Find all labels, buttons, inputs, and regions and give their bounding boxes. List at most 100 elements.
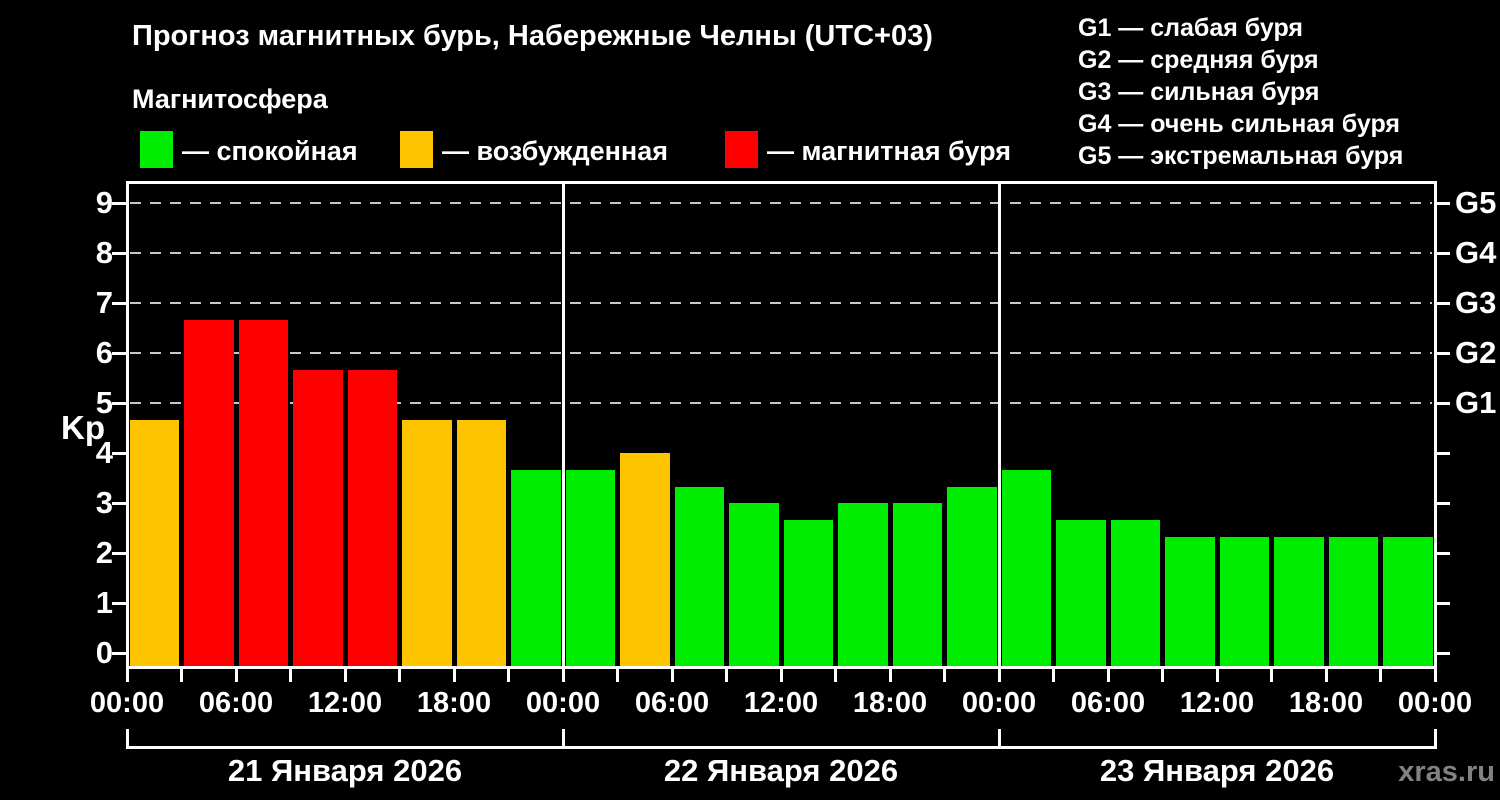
kp-bar: [511, 469, 561, 667]
x-axis-tick: [1270, 668, 1273, 682]
kp-bar: [1328, 536, 1378, 667]
x-axis-tick: [561, 668, 565, 682]
x-axis-tick: [125, 668, 129, 682]
x-axis-tick: [616, 668, 619, 682]
kp-bar: [620, 453, 670, 667]
x-axis-time-label: 12:00: [1179, 687, 1255, 719]
legend-swatch-quiet: [140, 131, 173, 168]
y-axis-tick: [112, 501, 126, 505]
x-axis-tick: [289, 668, 292, 682]
x-axis-time-label: 18:00: [1288, 687, 1364, 719]
right-axis-tick: [1436, 201, 1450, 205]
date-bracket-tick: [561, 729, 565, 749]
right-axis-g-label: G4: [1455, 235, 1497, 270]
right-axis-g-label: G3: [1455, 285, 1497, 320]
x-axis-tick: [1052, 668, 1055, 682]
y-axis-label: 1: [95, 585, 113, 620]
gridline-kp-7: [130, 302, 1432, 304]
x-axis-tick: [180, 668, 183, 682]
watermark: xras.ru: [1398, 756, 1495, 788]
legend-swatch-excited: [400, 131, 433, 168]
kp-bar: [947, 486, 997, 667]
storm-scale-line-g4: G4 — очень сильная буря: [1078, 110, 1400, 138]
kp-bar: [1056, 519, 1106, 667]
legend-swatch-storm: [725, 131, 758, 168]
kp-bar: [1001, 469, 1051, 667]
kp-bar: [1165, 536, 1215, 667]
right-axis-g-label: G2: [1455, 335, 1497, 370]
y-axis-label: 5: [95, 385, 113, 420]
right-axis-g-label: G1: [1455, 385, 1497, 420]
x-axis-time-label: 06:00: [634, 687, 710, 719]
y-axis-tick: [112, 201, 126, 205]
y-axis-tick: [112, 451, 126, 455]
x-axis-time-label: 00:00: [525, 687, 601, 719]
day-separator: [561, 182, 565, 667]
x-axis-tick: [1433, 668, 1437, 682]
right-axis-tick: [1436, 301, 1450, 305]
date-label: 23 Января 2026: [1099, 753, 1335, 788]
date-bracket-tick: [1433, 729, 1437, 749]
storm-scale-line-g2: G2 — средняя буря: [1078, 46, 1319, 74]
kp-bar: [1274, 536, 1324, 667]
kp-bar: [347, 369, 397, 667]
kp-bar: [892, 503, 942, 667]
date-label: 22 Января 2026: [663, 753, 899, 788]
kp-bar: [1110, 519, 1160, 667]
gridline-kp-8: [130, 252, 1432, 254]
x-axis-tick: [997, 668, 1001, 682]
right-axis-tick: [1436, 501, 1450, 505]
storm-scale-line-g3: G3 — сильная буря: [1078, 78, 1320, 106]
y-axis-tick: [112, 351, 126, 355]
x-axis-tick: [670, 668, 674, 682]
kp-bar: [456, 419, 506, 667]
right-axis-tick: [1436, 451, 1450, 455]
x-axis-time-label: 00:00: [1397, 687, 1473, 719]
x-axis-tick: [1324, 668, 1328, 682]
legend-label-quiet: — спокойная: [182, 136, 358, 166]
x-axis-time-label: 00:00: [89, 687, 165, 719]
x-axis-tick: [834, 668, 837, 682]
right-axis-tick: [1436, 251, 1450, 255]
date-bracket-tick: [125, 729, 129, 749]
date-bracket-tick: [997, 729, 1001, 749]
x-axis-tick: [452, 668, 456, 682]
x-axis-tick: [888, 668, 892, 682]
y-axis-label: 0: [95, 635, 113, 670]
x-axis-tick: [1106, 668, 1110, 682]
x-axis-tick: [398, 668, 401, 682]
day-separator: [997, 182, 1001, 667]
legend-label-storm: — магнитная буря: [767, 136, 1011, 166]
x-axis-time-label: 18:00: [852, 687, 928, 719]
gridline-kp-6: [130, 352, 1432, 354]
date-bracket-line: [127, 746, 1435, 749]
x-axis-time-label: 00:00: [961, 687, 1037, 719]
y-axis-title: Kp: [61, 409, 105, 446]
x-axis-tick: [507, 668, 510, 682]
y-axis-label: 2: [95, 535, 113, 570]
right-axis-line: [1433, 180, 1437, 669]
kp-bar: [838, 503, 888, 667]
x-axis-time-label: 06:00: [198, 687, 274, 719]
x-axis-tick: [943, 668, 946, 682]
kp-bar: [238, 319, 288, 667]
x-axis-tick: [1215, 668, 1219, 682]
kp-bar: [1383, 536, 1433, 667]
right-axis-tick: [1436, 401, 1450, 405]
y-axis-label: 6: [95, 335, 113, 370]
kp-bar: [674, 486, 724, 667]
y-axis-tick: [112, 401, 126, 405]
y-axis-label: 4: [95, 435, 113, 470]
kp-bar: [293, 369, 343, 667]
storm-scale-line-g1: G1 — слабая буря: [1078, 14, 1304, 42]
y-axis-tick: [112, 301, 126, 305]
y-axis-line: [125, 180, 129, 669]
x-axis-tick: [234, 668, 238, 682]
kp-bar: [402, 419, 452, 667]
x-axis-tick: [779, 668, 783, 682]
x-axis-time-label: 12:00: [743, 687, 819, 719]
chart-subtitle: Магнитосфера: [132, 84, 328, 114]
kp-bar: [184, 319, 234, 667]
page-title: Прогноз магнитных бурь, Набережные Челны…: [132, 20, 933, 52]
